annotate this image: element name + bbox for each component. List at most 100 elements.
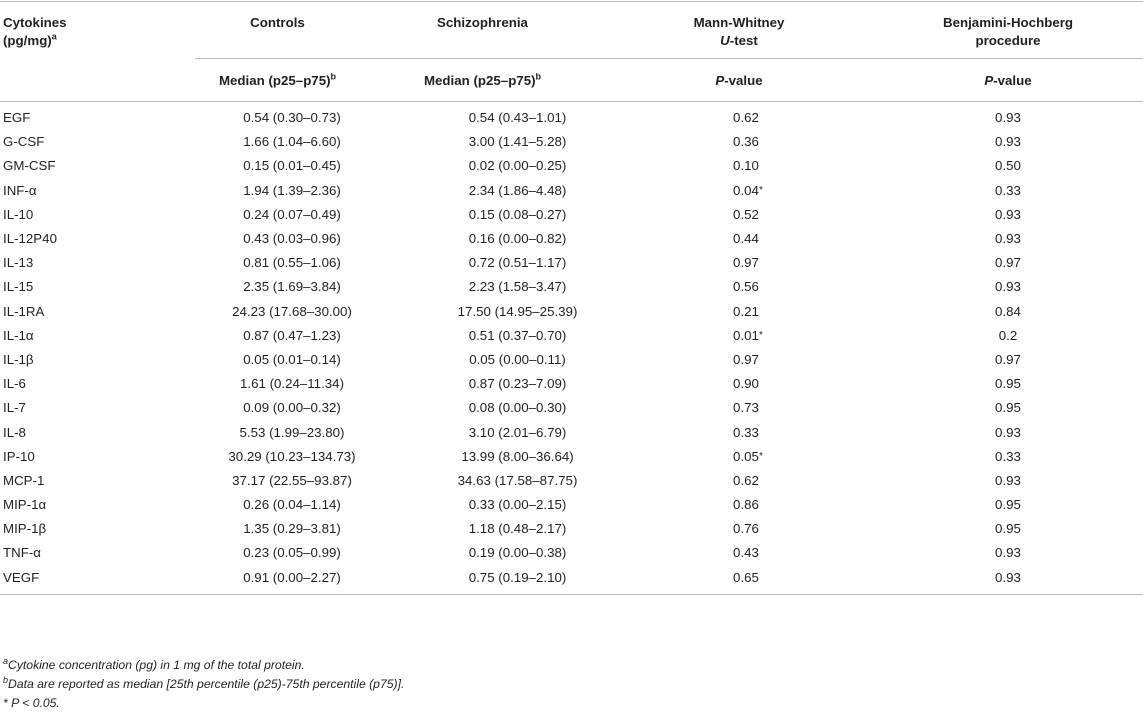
cell-cytokine-name: MIP-1α: [3, 497, 47, 513]
cell-cytokine-name: IL-13: [3, 255, 34, 271]
cell-bh-p: 0.33: [995, 448, 1021, 464]
cell-schizophrenia: 17.50 (14.95–25.39): [457, 303, 578, 319]
header-sub1-text: Median (p25–p75): [218, 73, 331, 88]
header-cytokines: Cytokines (pg/mg)a: [0, 1, 195, 59]
cell-mann-whitney-p: 0.62: [605, 102, 873, 131]
table-row: MIP-1α 0.26 (0.04–1.14) 0.33 (0.00–2.15) 0.…: [0, 493, 1143, 517]
mw-value: 0.33: [733, 424, 759, 440]
table-row: IL-8 5.53 (1.99–23.80) 3.10 (2.01–6.79) 0.3…: [0, 420, 1143, 444]
cell-schizophrenia: 1.18 (0.48–2.17): [468, 521, 567, 537]
cell-bh-p: 0.97: [995, 255, 1021, 271]
mw-value-wrap: 0.52: [733, 207, 759, 222]
table-row: IL-1RA 24.23 (17.68–30.00) 17.50 (14.95–25…: [0, 300, 1143, 324]
header-cytokines-line1: Cytokines: [3, 15, 67, 30]
header-u-italic: U: [720, 33, 730, 48]
mw-value: 0.73: [733, 400, 759, 416]
mw-value: 0.62: [733, 472, 759, 488]
cell-cytokine-name: IL-1β: [3, 351, 34, 367]
cell-mann-whitney-p: 0.86: [605, 493, 873, 517]
cell-controls: 0.91 (0.00–2.27): [195, 565, 360, 595]
cell-schizophrenia: 0.05 (0.00–0.11): [469, 351, 566, 367]
table-row: G-CSF 1.66 (1.04–6.60) 3.00 (1.41–5.28) 0.3…: [0, 130, 1143, 154]
mw-value: 0.90: [733, 376, 759, 392]
mw-value-wrap: 0.65: [733, 570, 759, 585]
header-sub4-rest: -value: [993, 73, 1032, 88]
cell-mann-whitney-p: 0.04 *: [605, 179, 873, 203]
cytokine-table: Cytokines (pg/mg)a Controls Schizophreni…: [0, 1, 1143, 595]
header-sub-mw-pvalue: P-value: [605, 58, 873, 102]
header-sub3-rest: -value: [724, 73, 763, 88]
header-sub-empty: [0, 58, 195, 102]
cell-controls: 0.43 (0.03–0.96): [243, 231, 341, 247]
mw-value-wrap: 0.44: [733, 231, 759, 246]
mw-value-wrap: 0.97: [733, 255, 759, 270]
header-schizophrenia: Schizophrenia: [360, 1, 605, 59]
mw-value: 0.01: [733, 327, 759, 343]
cell-schizophrenia: 0.54 (0.43–1.01): [468, 110, 567, 126]
cell-cytokine-name: GM-CSF: [3, 158, 56, 174]
cell-mann-whitney-p: 0.01 *: [605, 324, 873, 348]
footnote-b-mark: b: [3, 674, 9, 685]
mw-value: 0.04: [733, 182, 759, 198]
mw-value-wrap: 0.04 *: [733, 182, 763, 198]
cell-bh-p: 0.93: [995, 206, 1021, 222]
table-row: EGF 0.54 (0.30–0.73) 0.54 (0.43–1.01) 0.62 0…: [0, 102, 1143, 131]
cell-schizophrenia: 13.99 (8.00–36.64): [461, 448, 574, 464]
header-controls: Controls: [195, 1, 360, 59]
mw-value-wrap: 0.36: [733, 134, 759, 149]
cell-bh-p: 0.93: [995, 279, 1021, 295]
header-sub4-p: P: [984, 73, 994, 88]
cell-mann-whitney-p: 0.97: [605, 251, 873, 275]
mw-value: 0.10: [733, 158, 759, 174]
cell-cytokine-name: IL-6: [3, 376, 26, 392]
table-row: MIP-1β 1.35 (0.29–3.81) 1.18 (0.48–2.17) 0.…: [0, 517, 1143, 541]
cell-controls: 1.61 (0.24–11.34): [240, 376, 344, 392]
cell-schizophrenia: 3.10 (2.01–6.79): [468, 424, 567, 440]
cell-bh-p: 0.93: [873, 565, 1143, 595]
footnote-b: bData are reported as median [25th perce…: [3, 674, 405, 692]
table-row: GM-CSF 0.15 (0.01–0.45) 0.02 (0.00–0.25) 0.…: [0, 154, 1143, 178]
cell-cytokine-name: IL-1RA: [3, 303, 45, 319]
cell-mann-whitney-p: 0.56: [605, 275, 873, 299]
cell-cytokine-name: G-CSF: [3, 134, 45, 150]
cell-bh-p: 0.84: [995, 303, 1021, 319]
mw-value: 0.97: [733, 351, 759, 367]
cell-cytokine-name: VEGF: [0, 565, 195, 595]
cell-bh-p: 0.93: [995, 545, 1021, 561]
cell-mann-whitney-p: 0.52: [605, 203, 873, 227]
cell-schizophrenia: 0.16 (0.00–0.82): [468, 231, 567, 247]
cell-cytokine-name: IL-7: [3, 400, 26, 416]
cell-mann-whitney-p: 0.10: [605, 154, 873, 178]
cell-bh-p: 0.93: [995, 472, 1021, 488]
cell-cytokine-name: INF-α: [3, 182, 37, 198]
cell-bh-p: 0.97: [995, 351, 1021, 367]
header-test-label: -test: [729, 33, 758, 48]
footnote-a-text: Cytokine concentration (pg) in 1 mg of t…: [8, 658, 305, 672]
cell-schizophrenia: 0.15 (0.08–0.27): [468, 206, 567, 222]
header-sub-bh-pvalue: P-value: [873, 58, 1143, 102]
mw-value: 0.36: [733, 134, 759, 150]
mw-value: 0.62: [733, 110, 759, 126]
footnote-b-text: Data are reported as median [25th percen…: [8, 677, 405, 691]
cell-mann-whitney-p: 0.33: [605, 420, 873, 444]
cell-bh-p: 0.33: [995, 182, 1021, 198]
mw-value-wrap: 0.21: [733, 304, 759, 319]
cell-schizophrenia: 0.19 (0.00–0.38): [468, 545, 567, 561]
header-bh-line1: Benjamini-Hochberg: [942, 15, 1074, 30]
mw-value-wrap: 0.33: [733, 425, 759, 440]
cell-schizophrenia: 0.33 (0.00–2.15): [468, 497, 567, 513]
cell-bh-p: 0.95: [995, 521, 1021, 537]
cell-schizophrenia: 0.87 (0.23–7.09): [468, 376, 567, 392]
cell-schizophrenia: 34.63 (17.58–87.75): [457, 472, 578, 488]
mw-value-wrap: 0.62: [733, 110, 759, 125]
mw-value-wrap: 0.05 *: [733, 449, 763, 464]
cell-bh-p: 0.95: [995, 400, 1021, 416]
table-row: INF-α 1.94 (1.39–2.36) 2.34 (1.86–4.48) 0.0…: [0, 179, 1143, 203]
cell-controls: 1.66 (1.04–6.60): [243, 134, 341, 150]
mw-value-wrap: 0.10: [733, 158, 759, 173]
cell-schizophrenia: 2.23 (1.58–3.47): [468, 279, 567, 295]
header-cytokines-line2: (pg/mg): [3, 33, 52, 48]
cell-controls: 1.94 (1.39–2.36): [243, 182, 341, 198]
cell-controls: 0.24 (0.07–0.49): [243, 206, 341, 222]
